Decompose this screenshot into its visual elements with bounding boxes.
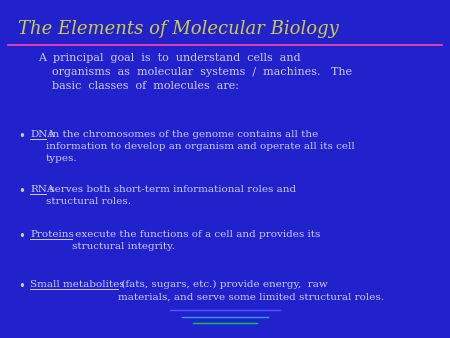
- Text: A  principal  goal  is  to  understand  cells  and
    organisms  as  molecular : A principal goal is to understand cells …: [38, 53, 352, 91]
- Text: •: •: [18, 185, 25, 198]
- Text: in the chromosomes of the genome contains all the
information to develop an orga: in the chromosomes of the genome contain…: [45, 130, 354, 163]
- Text: execute the functions of a cell and provides its
structural integrity.: execute the functions of a cell and prov…: [72, 230, 320, 251]
- Text: RNA: RNA: [30, 185, 54, 194]
- Text: Proteins: Proteins: [30, 230, 74, 239]
- Text: (fats, sugars, etc.) provide energy,  raw
materials, and serve some limited stru: (fats, sugars, etc.) provide energy, raw…: [118, 280, 384, 301]
- Text: •: •: [18, 280, 25, 293]
- Text: DNA: DNA: [30, 130, 55, 139]
- Text: •: •: [18, 230, 25, 243]
- Text: •: •: [18, 130, 25, 143]
- Text: Small metabolites: Small metabolites: [30, 280, 125, 289]
- Text: serves both short-term informational roles and
structural roles.: serves both short-term informational rol…: [45, 185, 296, 206]
- Text: The Elements of Molecular Biology: The Elements of Molecular Biology: [18, 20, 339, 38]
